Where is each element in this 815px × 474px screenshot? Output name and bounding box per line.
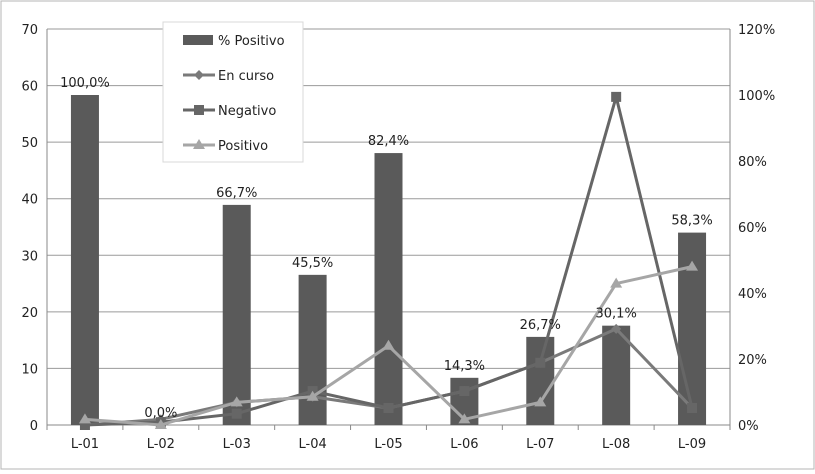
line-point (230, 396, 243, 407)
x-tick-label: L-05 (374, 437, 402, 452)
x-tick-label: L-06 (450, 437, 478, 452)
y-tick-label: 10 (21, 362, 38, 377)
x-tick-label: L-04 (298, 437, 326, 452)
y2-tick-label: 40% (738, 287, 767, 302)
legend-swatch (183, 35, 213, 45)
line-point (535, 357, 546, 368)
line-point (154, 419, 167, 429)
line-point (686, 260, 699, 271)
line-point (79, 420, 90, 430)
y2-tick-label: 80% (738, 155, 767, 170)
line-point (611, 323, 622, 334)
bar-data-label: 66,7% (216, 186, 257, 201)
bar-data-label: 45,5% (292, 256, 333, 271)
bar (222, 204, 251, 425)
legend-label: Negativo (218, 104, 276, 119)
x-tick-label: L-08 (602, 437, 630, 452)
x-tick-label: L-09 (678, 437, 706, 452)
bar (298, 274, 327, 425)
legend-box (162, 21, 304, 163)
x-tick-label: L-01 (71, 437, 99, 452)
y-tick-label: 0 (30, 419, 38, 434)
y2-tick-label: 20% (738, 353, 767, 368)
legend: % Positivo En curso Negativo Positivo (162, 21, 304, 163)
bar-data-label: 14,3% (444, 359, 485, 374)
line-point (231, 408, 242, 419)
line-point (611, 91, 622, 102)
line-point (610, 277, 623, 288)
y2-tick-label: 100% (738, 89, 775, 104)
bar-data-label: 100,0% (60, 76, 110, 91)
y2-tick-label: 120% (738, 23, 775, 38)
bar (70, 95, 99, 425)
line-point (383, 403, 394, 414)
y2-tick-label: 0% (738, 419, 759, 434)
bar-data-label: 58,3% (671, 214, 712, 229)
legend-label: Positivo (218, 139, 268, 154)
bar-data-label: 0,0% (144, 406, 177, 421)
legend-label: En curso (218, 69, 274, 84)
y-tick-label: 50 (21, 136, 38, 151)
bar-data-label: 30,1% (596, 307, 637, 322)
line-point (534, 396, 547, 407)
line-point (458, 413, 471, 424)
y-tick-label: 60 (21, 80, 38, 95)
line-point (306, 390, 319, 401)
x-tick-label: L-07 (526, 437, 554, 452)
y-tick-label: 20 (21, 306, 38, 321)
line-point (687, 403, 698, 414)
data-labels: 100,0% 0,0% 66,7% 45,5% 82,4% 14,3% 26,7% 30,1%… (60, 76, 713, 421)
x-tick-label: L-02 (147, 437, 175, 452)
bar-data-label: 82,4% (368, 134, 409, 149)
line-point (78, 413, 91, 424)
line-point (194, 105, 204, 115)
y2-tick-label: 60% (738, 221, 767, 236)
line-point (193, 139, 205, 149)
line-point (194, 70, 204, 80)
bar (602, 325, 631, 425)
x-tick-label: L-03 (223, 437, 251, 452)
y-tick-label: 30 (21, 249, 38, 264)
bar-data-label: 26,7% (520, 318, 561, 333)
legend-label: % Positivo (218, 34, 285, 49)
bars (70, 95, 707, 425)
y-tick-label: 40 (21, 193, 38, 208)
lines (78, 91, 699, 430)
y-tick-label: 70 (21, 23, 38, 38)
line-point (382, 339, 395, 350)
bar (526, 336, 555, 425)
bar (374, 153, 403, 425)
line-point (459, 386, 470, 397)
